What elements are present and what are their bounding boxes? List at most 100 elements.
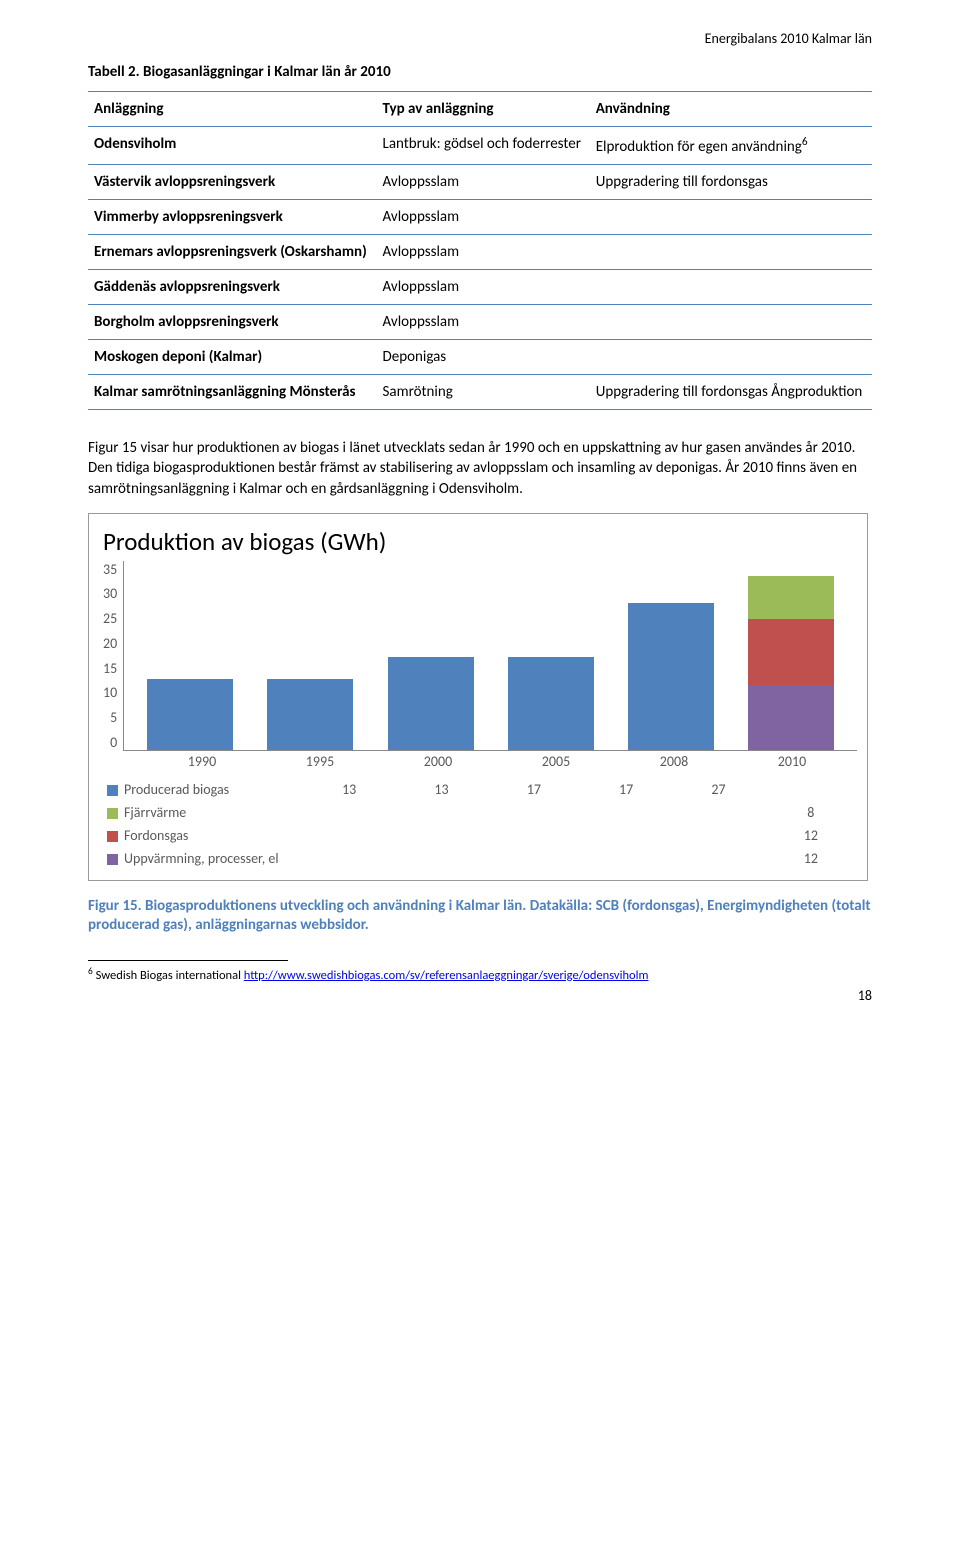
table-cell: Avloppsslam bbox=[377, 235, 590, 270]
legend-label-cell: Fordonsgas bbox=[103, 824, 303, 847]
legend-value-cell bbox=[580, 801, 672, 824]
y-tick-label: 5 bbox=[110, 709, 117, 726]
table-caption: Tabell 2. Biogasanläggningar i Kalmar lä… bbox=[88, 63, 872, 81]
body-paragraph: Figur 15 visar hur produktionen av bioga… bbox=[88, 438, 872, 499]
table-row: OdensviholmLantbruk: gödsel och foderres… bbox=[88, 127, 872, 165]
legend-value-cell bbox=[765, 778, 857, 801]
table-cell: Borgholm avloppsreningsverk bbox=[88, 305, 377, 340]
table-col-1: Typ av anläggning bbox=[377, 92, 590, 127]
table-row: Vimmerby avloppsreningsverkAvloppsslam bbox=[88, 200, 872, 235]
table-cell: Deponigas bbox=[377, 340, 590, 375]
legend-value-cell bbox=[672, 801, 764, 824]
table-col-0: Anläggning bbox=[88, 92, 377, 127]
legend-value-cell bbox=[672, 847, 764, 870]
legend-value-cell bbox=[303, 824, 395, 847]
table-col-2: Användning bbox=[590, 92, 872, 127]
legend-value-cell: 8 bbox=[765, 801, 857, 824]
table-cell: Avloppsslam bbox=[377, 270, 590, 305]
biogas-table: Anläggning Typ av anläggning Användning … bbox=[88, 91, 872, 410]
bar-group bbox=[499, 561, 603, 750]
table-cell: Uppgradering till fordonsgas Ångprodukti… bbox=[590, 375, 872, 410]
chart-y-axis: 35 30 25 20 15 10 5 0 bbox=[103, 561, 123, 751]
footnote-separator bbox=[88, 960, 288, 961]
y-tick-label: 0 bbox=[110, 734, 117, 751]
legend-value-cell bbox=[488, 847, 580, 870]
table-cell: Lantbruk: gödsel och foderrester bbox=[377, 127, 590, 165]
page-number: 18 bbox=[858, 987, 872, 1004]
footnote-number: 6 bbox=[88, 965, 93, 977]
legend-value-cell: 13 bbox=[395, 778, 487, 801]
legend-value-cell: 12 bbox=[765, 847, 857, 870]
bar-group bbox=[258, 561, 362, 750]
legend-row: Uppvärmning, processer, el 12 bbox=[103, 847, 857, 870]
bar-segment bbox=[748, 685, 834, 750]
table-cell: Kalmar samrötningsanläggning Mönsterås bbox=[88, 375, 377, 410]
legend-value-cell bbox=[488, 801, 580, 824]
y-tick-label: 30 bbox=[103, 585, 117, 602]
chart-title: Produktion av biogas (GWh) bbox=[103, 526, 857, 557]
table-cell: Vimmerby avloppsreningsverk bbox=[88, 200, 377, 235]
table-cell bbox=[590, 340, 872, 375]
x-tick-label: 2008 bbox=[623, 753, 725, 770]
x-tick-label: 1990 bbox=[151, 753, 253, 770]
bar-segment bbox=[388, 657, 474, 749]
table-cell: Avloppsslam bbox=[377, 305, 590, 340]
legend-value-cell: 17 bbox=[580, 778, 672, 801]
legend-label-cell: Fjärrvärme bbox=[103, 801, 303, 824]
legend-value-cell bbox=[488, 824, 580, 847]
table-cell bbox=[590, 235, 872, 270]
legend-label: Fjärrvärme bbox=[124, 804, 186, 821]
bar-group bbox=[138, 561, 242, 750]
bar-segment bbox=[748, 576, 834, 619]
legend-value-cell: 13 bbox=[303, 778, 395, 801]
table-row: Kalmar samrötningsanläggning MönsteråsSa… bbox=[88, 375, 872, 410]
footnote-link[interactable]: http://www.swedishbiogas.com/sv/referens… bbox=[244, 968, 649, 983]
table-row: Borgholm avloppsreningsverkAvloppsslam bbox=[88, 305, 872, 340]
figure-caption: Figur 15. Biogasproduktionens utveckling… bbox=[88, 897, 872, 936]
legend-label: Producerad biogas bbox=[124, 781, 229, 798]
legend-value-cell bbox=[672, 824, 764, 847]
bar-group bbox=[739, 561, 843, 750]
table-cell: Odensviholm bbox=[88, 127, 377, 165]
footnote-text: Swedish Biogas international bbox=[96, 968, 244, 983]
table-row: Ernemars avloppsreningsverk (Oskarshamn)… bbox=[88, 235, 872, 270]
legend-value-cell: 27 bbox=[672, 778, 764, 801]
y-tick-label: 10 bbox=[103, 684, 117, 701]
legend-label-cell: Uppvärmning, processer, el bbox=[103, 847, 303, 870]
y-tick-label: 25 bbox=[103, 610, 117, 627]
x-tick-label: 2005 bbox=[505, 753, 607, 770]
y-tick-label: 15 bbox=[103, 660, 117, 677]
chart-container: Produktion av biogas (GWh) 35 30 25 20 15 10 5… bbox=[88, 513, 868, 881]
bar-group bbox=[619, 561, 723, 750]
legend-swatch bbox=[107, 808, 118, 819]
y-tick-label: 35 bbox=[103, 561, 117, 578]
table-row: Moskogen deponi (Kalmar)Deponigas bbox=[88, 340, 872, 375]
table-cell bbox=[590, 305, 872, 340]
legend-value-cell: 12 bbox=[765, 824, 857, 847]
legend-value-cell bbox=[303, 847, 395, 870]
bar-segment bbox=[748, 619, 834, 684]
legend-value-cell bbox=[395, 801, 487, 824]
legend-row: Fjärrvärme 8 bbox=[103, 801, 857, 824]
legend-row: Producerad biogas1313171727 bbox=[103, 778, 857, 801]
legend-value-cell bbox=[580, 847, 672, 870]
y-tick-label: 20 bbox=[103, 635, 117, 652]
bar-group bbox=[378, 561, 482, 750]
table-cell: Uppgradering till fordonsgas bbox=[590, 165, 872, 200]
bar-segment bbox=[628, 603, 714, 750]
table-row: Gäddenäs avloppsreningsverkAvloppsslam bbox=[88, 270, 872, 305]
legend-label-cell: Producerad biogas bbox=[103, 778, 303, 801]
bar-segment bbox=[267, 679, 353, 750]
chart-plot-area bbox=[123, 561, 857, 751]
x-tick-label: 2010 bbox=[741, 753, 843, 770]
chart-x-axis: 199019952000200520082010 bbox=[137, 751, 857, 770]
legend-value-cell bbox=[303, 801, 395, 824]
table-cell: Avloppsslam bbox=[377, 165, 590, 200]
table-cell: Samrötning bbox=[377, 375, 590, 410]
legend-row: Fordonsgas 12 bbox=[103, 824, 857, 847]
table-cell: Gäddenäs avloppsreningsverk bbox=[88, 270, 377, 305]
legend-value-cell bbox=[580, 824, 672, 847]
legend-value-cell: 17 bbox=[488, 778, 580, 801]
legend-label: Uppvärmning, processer, el bbox=[124, 850, 279, 867]
legend-swatch bbox=[107, 854, 118, 865]
